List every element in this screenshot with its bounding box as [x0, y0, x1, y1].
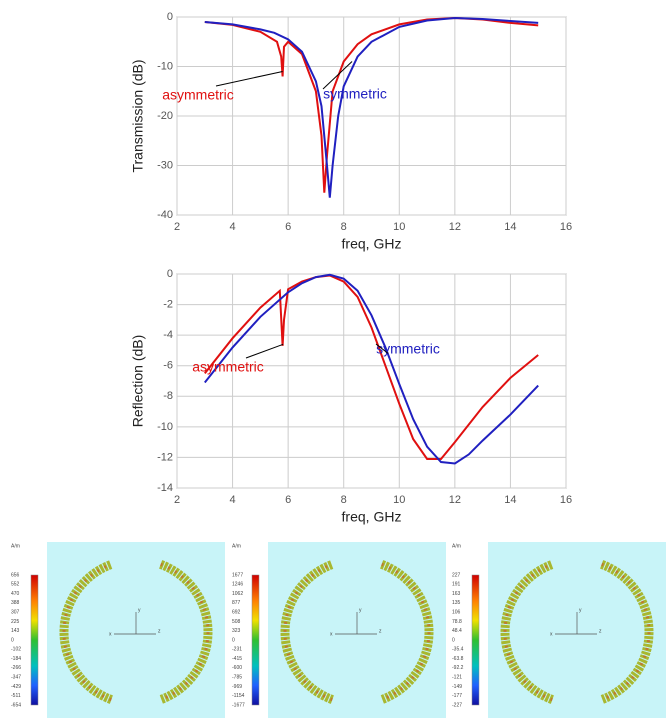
- colorbar: [472, 575, 479, 705]
- y-tick-label: -14: [157, 482, 173, 494]
- x-tick-label: 16: [560, 494, 572, 506]
- colorbar-label: -227: [452, 702, 462, 708]
- x-axis-title: freq, GHz: [342, 509, 402, 525]
- colorbar-label: 143: [11, 628, 20, 634]
- x-tick-label: 4: [230, 221, 236, 233]
- colorbar-label: -63.8: [452, 656, 464, 662]
- colorbar-label: 106: [452, 609, 461, 615]
- y-tick-label: -8: [163, 390, 173, 402]
- x-tick-label: 12: [449, 221, 461, 233]
- series-label: asymmetric: [162, 87, 234, 103]
- colorbar-label: -35.4: [452, 647, 464, 653]
- y-tick-label: 0: [167, 11, 173, 23]
- colorbar-label: 1677: [232, 572, 243, 578]
- colorbar-label: 225: [11, 619, 20, 625]
- y-tick-label: 0: [167, 268, 173, 280]
- x-tick-label: 8: [341, 494, 347, 506]
- x-tick-label: 10: [393, 221, 405, 233]
- colorbar-label: -429: [11, 684, 21, 690]
- field-plot: A/m 656 552 470 388 307 225 143 0 -102 -184 -266 -34…: [11, 542, 225, 718]
- colorbar-label: -1154: [232, 693, 245, 699]
- colorbar-label: -785: [232, 674, 242, 680]
- colorbar-label: -149: [452, 684, 462, 690]
- colorbar: [252, 575, 259, 705]
- colorbar-label: -654: [11, 702, 21, 708]
- colorbar-label: -177: [452, 693, 462, 699]
- colorbar: [31, 575, 38, 705]
- series-label: symmetric: [323, 86, 387, 102]
- colorbar-label: 227: [452, 572, 461, 578]
- x-tick-label: 16: [560, 221, 572, 233]
- x-tick-label: 2: [174, 221, 180, 233]
- colorbar-label: 163: [452, 591, 461, 597]
- colorbar-label: 508: [232, 619, 241, 625]
- colorbar-unit: A/m: [232, 543, 241, 549]
- colorbar-label: 1246: [232, 582, 243, 588]
- colorbar-label: 692: [232, 609, 241, 615]
- colorbar-label: 388: [11, 600, 20, 606]
- colorbar-label: -415: [232, 656, 242, 662]
- x-axis-title: freq, GHz: [342, 236, 402, 252]
- colorbar-label: -600: [232, 665, 242, 671]
- x-tick-label: 4: [230, 494, 236, 506]
- figure: 2468101214160-10-20-30-40freq, GHzTransm…: [0, 0, 667, 722]
- field-plot: A/m 227 191 163 135 106 78.8 48.4 0 -35.4 -63.8 -92…: [452, 542, 666, 718]
- colorbar-label: -231: [232, 647, 242, 653]
- y-tick-label: -20: [157, 110, 173, 122]
- y-axis-title: Transmission (dB): [130, 59, 146, 172]
- x-tick-label: 6: [285, 221, 291, 233]
- colorbar-label: 78.8: [452, 619, 462, 625]
- colorbar-label: 552: [11, 582, 20, 588]
- x-tick-label: 12: [449, 494, 461, 506]
- x-tick-label: 8: [341, 221, 347, 233]
- colorbar-unit: A/m: [11, 543, 20, 549]
- y-tick-label: -4: [163, 329, 173, 341]
- colorbar-label: 0: [232, 637, 235, 643]
- colorbar-label: -1677: [232, 702, 245, 708]
- colorbar-label: -121: [452, 674, 462, 680]
- colorbar-label: 877: [232, 600, 241, 606]
- colorbar-label: -92.2: [452, 665, 464, 671]
- colorbar-label: 135: [452, 600, 461, 606]
- y-tick-label: -10: [157, 60, 173, 72]
- y-tick-label: -12: [157, 451, 173, 463]
- colorbar-label: 1062: [232, 591, 243, 597]
- x-tick-label: 10: [393, 494, 405, 506]
- colorbar-label: 656: [11, 572, 20, 578]
- colorbar-label: 323: [232, 628, 241, 634]
- colorbar-label: -102: [11, 647, 21, 653]
- series-label: asymmetric: [192, 359, 264, 375]
- colorbar-label: 0: [11, 637, 14, 643]
- x-tick-label: 14: [504, 494, 516, 506]
- y-axis-title: Reflection (dB): [130, 335, 146, 428]
- colorbar-label: 470: [11, 591, 20, 597]
- y-tick-label: -2: [163, 298, 173, 310]
- y-tick-label: -30: [157, 159, 173, 171]
- colorbar-label: -511: [11, 693, 21, 699]
- y-tick-label: -40: [157, 209, 173, 221]
- colorbar-label: 48.4: [452, 628, 462, 634]
- colorbar-unit: A/m: [452, 543, 461, 549]
- x-tick-label: 6: [285, 494, 291, 506]
- colorbar-label: 191: [452, 582, 461, 588]
- colorbar-label: -969: [232, 684, 242, 690]
- x-tick-label: 14: [504, 221, 516, 233]
- colorbar-label: 307: [11, 609, 20, 615]
- colorbar-label: -347: [11, 674, 21, 680]
- y-tick-label: -10: [157, 421, 173, 433]
- colorbar-label: 0: [452, 637, 455, 643]
- field-plot: A/m 1677 1246 1062 877 692 508 323 0 -231 -415 -600…: [232, 542, 446, 718]
- y-tick-label: -6: [163, 360, 173, 372]
- x-tick-label: 2: [174, 494, 180, 506]
- colorbar-label: -266: [11, 665, 21, 671]
- colorbar-label: -184: [11, 656, 21, 662]
- series-label: symmetric: [376, 341, 440, 357]
